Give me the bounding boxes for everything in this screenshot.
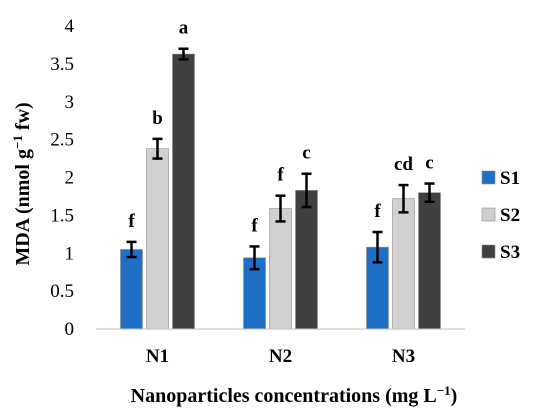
bar-s2-n2 (269, 208, 292, 330)
legend-swatch-s3 (481, 244, 496, 259)
x-axis: N1 N2 N3 (96, 328, 465, 367)
significance-label: f (251, 215, 258, 236)
y-axis: 0 0.5 1 1.5 2 2.5 3 3.5 4 (50, 16, 74, 340)
y-tick-label: 0.5 (50, 281, 74, 302)
legend-swatch-s1 (481, 170, 496, 185)
y-tick-label: 0 (65, 319, 75, 340)
significance-label: b (152, 108, 163, 129)
bar-s2-n1 (146, 148, 169, 330)
y-axis-title: MDA (nmol g−1 fw) (10, 102, 35, 265)
x-axis-title: Nanoparticles concentrations (mg L−1) (131, 383, 458, 408)
y-tick-label: 1.5 (50, 205, 74, 226)
legend-swatch-s2 (481, 207, 496, 222)
significance-label: f (374, 201, 381, 222)
significance-label: c (302, 143, 310, 164)
legend: S1 S2 S3 (481, 168, 520, 263)
x-category-label: N3 (392, 346, 415, 367)
bar-s3-n2 (295, 190, 318, 330)
significance-label: f (277, 165, 284, 186)
x-category-label: N1 (146, 346, 169, 367)
legend-label-s3: S3 (500, 242, 520, 263)
y-tick-label: 2.5 (50, 130, 74, 151)
x-category-label: N2 (269, 346, 292, 367)
y-tick-label: 2 (65, 168, 75, 189)
y-tick-label: 3.5 (50, 54, 74, 75)
y-tick-label: 3 (65, 92, 75, 113)
bar-s3-n1 (172, 53, 195, 330)
bar-s1-n1 (120, 249, 143, 330)
bar-s3-n3 (418, 192, 441, 330)
legend-label-s1: S1 (500, 168, 520, 189)
significance-label: a (179, 18, 189, 39)
significance-label: c (425, 153, 433, 174)
significance-label: f (128, 211, 135, 232)
bars: f f f b f cd a c c (120, 18, 441, 330)
significance-label: cd (394, 154, 413, 175)
bar-s2-n3 (392, 198, 415, 330)
y-tick-label: 1 (65, 243, 75, 264)
y-tick-label: 4 (65, 16, 75, 37)
legend-label-s2: S2 (500, 205, 520, 226)
